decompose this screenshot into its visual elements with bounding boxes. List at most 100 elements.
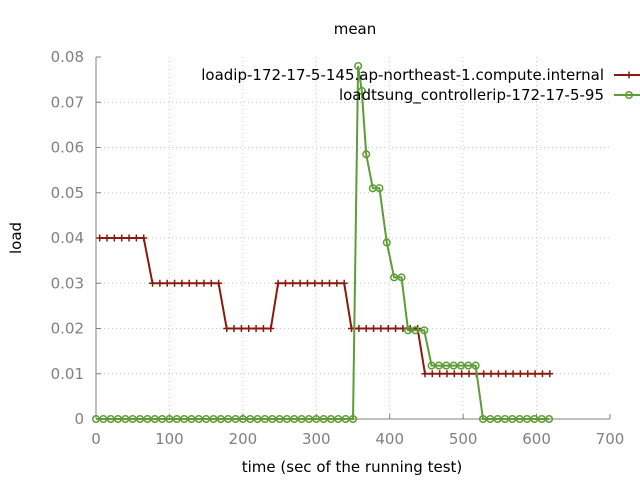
legend-swatch-marker bbox=[624, 90, 634, 100]
data-point bbox=[443, 370, 451, 378]
data-point bbox=[362, 325, 370, 332]
data-point bbox=[103, 234, 111, 242]
data-point bbox=[110, 234, 118, 242]
data-point bbox=[354, 62, 363, 71]
data-point bbox=[149, 279, 157, 287]
data-point bbox=[538, 370, 546, 378]
data-point bbox=[420, 326, 429, 335]
data-point bbox=[259, 325, 267, 332]
y-axis-title: load bbox=[7, 222, 25, 254]
y-tick-label: 0.02 bbox=[51, 320, 84, 338]
data-point bbox=[421, 370, 429, 378]
x-tick-label: 400 bbox=[375, 430, 404, 448]
data-point bbox=[355, 325, 363, 332]
data-point bbox=[487, 370, 495, 378]
data-point bbox=[245, 325, 253, 332]
chart-title: mean bbox=[334, 20, 377, 38]
data-point bbox=[156, 279, 164, 287]
data-point bbox=[545, 414, 554, 424]
data-point bbox=[223, 325, 231, 332]
data-point bbox=[118, 234, 126, 242]
y-tick-label: 0.06 bbox=[51, 139, 84, 157]
data-point bbox=[333, 279, 341, 287]
legend: loadip-172-17-5-145.ap-northeast-1.compu… bbox=[201, 66, 640, 105]
data-point bbox=[494, 370, 502, 378]
data-point bbox=[303, 279, 311, 287]
legend-swatch-marker bbox=[625, 71, 633, 79]
data-point bbox=[546, 370, 554, 378]
data-point bbox=[348, 414, 358, 424]
y-tick-label: 0.03 bbox=[51, 274, 84, 292]
series-line bbox=[96, 65, 550, 420]
data-point bbox=[524, 370, 532, 378]
legend-label: loadtsung_controllerip-172-17-5-95 bbox=[339, 86, 604, 105]
data-point bbox=[397, 273, 406, 282]
data-point bbox=[296, 279, 304, 287]
data-point bbox=[450, 370, 458, 378]
data-point bbox=[458, 370, 466, 378]
series-layer bbox=[91, 62, 554, 424]
series-2 bbox=[91, 62, 554, 424]
data-point bbox=[340, 279, 348, 287]
data-point bbox=[411, 326, 420, 335]
x-tick-label: 700 bbox=[596, 430, 625, 448]
data-point bbox=[318, 279, 326, 287]
data-point bbox=[215, 279, 223, 287]
x-axis-title: time (sec of the running test) bbox=[242, 458, 463, 476]
data-point bbox=[370, 325, 378, 332]
legend-label: loadip-172-17-5-145.ap-northeast-1.compu… bbox=[201, 66, 604, 84]
series-1 bbox=[96, 234, 554, 378]
data-point bbox=[480, 370, 488, 378]
data-point bbox=[516, 370, 524, 378]
data-point bbox=[230, 325, 238, 332]
data-point bbox=[132, 234, 140, 242]
data-point bbox=[171, 279, 179, 287]
data-point bbox=[252, 325, 260, 332]
data-point bbox=[465, 370, 473, 378]
data-point bbox=[531, 370, 539, 378]
data-point bbox=[326, 279, 334, 287]
data-point bbox=[311, 279, 319, 287]
data-point bbox=[237, 325, 245, 332]
x-tick-label: 100 bbox=[155, 430, 184, 448]
y-tick-label: 0.07 bbox=[51, 93, 84, 111]
data-point bbox=[509, 370, 517, 378]
data-point bbox=[289, 279, 297, 287]
data-point bbox=[471, 361, 480, 370]
data-point bbox=[163, 279, 171, 287]
data-point bbox=[281, 279, 289, 287]
data-point bbox=[125, 234, 133, 242]
data-point bbox=[274, 279, 282, 287]
data-point bbox=[140, 234, 148, 242]
data-point bbox=[436, 370, 444, 378]
data-point bbox=[377, 325, 385, 332]
data-point bbox=[185, 279, 193, 287]
data-point bbox=[357, 86, 366, 95]
data-point bbox=[362, 150, 371, 159]
series-line bbox=[99, 237, 550, 375]
x-tick-label: 600 bbox=[522, 430, 551, 448]
data-point bbox=[193, 279, 201, 287]
data-point bbox=[502, 370, 510, 378]
data-point bbox=[428, 370, 436, 378]
x-tick-label: 200 bbox=[229, 430, 258, 448]
data-point bbox=[200, 279, 208, 287]
y-tick-label: 0 bbox=[74, 410, 84, 428]
y-tick-label: 0.08 bbox=[51, 48, 84, 66]
y-tick-label: 0.05 bbox=[51, 184, 84, 202]
x-tick-label: 0 bbox=[91, 430, 101, 448]
data-point bbox=[392, 325, 400, 332]
data-point bbox=[267, 325, 275, 332]
axes: 0 100 200 300 400 500 600 700 0 0.01 0.02 0.03 0.04 0… bbox=[51, 48, 625, 448]
y-tick-label: 0.01 bbox=[51, 365, 84, 383]
data-point bbox=[96, 234, 104, 242]
data-point bbox=[375, 184, 384, 193]
y-tick-label: 0.04 bbox=[51, 229, 84, 247]
data-point bbox=[207, 279, 215, 287]
data-point bbox=[178, 279, 186, 287]
x-tick-label: 300 bbox=[302, 430, 331, 448]
data-point bbox=[384, 325, 392, 332]
data-point bbox=[382, 238, 391, 247]
